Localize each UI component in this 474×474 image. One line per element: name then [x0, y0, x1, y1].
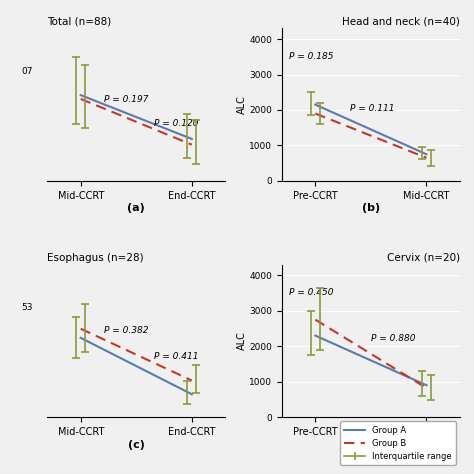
- X-axis label: (b): (b): [362, 203, 380, 213]
- Text: Total (n=88): Total (n=88): [47, 16, 112, 26]
- X-axis label: (a): (a): [128, 203, 145, 213]
- Text: P = 0.120: P = 0.120: [154, 119, 199, 128]
- X-axis label: (c): (c): [128, 439, 145, 450]
- Text: 07: 07: [22, 67, 33, 76]
- Text: P = 0.197: P = 0.197: [104, 95, 149, 104]
- Text: P = 0.382: P = 0.382: [104, 326, 149, 335]
- Text: P = 0.880: P = 0.880: [371, 334, 415, 343]
- Y-axis label: ALC: ALC: [237, 95, 246, 114]
- Text: P = 0.185: P = 0.185: [289, 52, 334, 61]
- Legend: Group A, Group B, Interquartile range: Group A, Group B, Interquartile range: [340, 421, 456, 465]
- Text: 53: 53: [22, 303, 33, 312]
- Text: Head and neck (n=40): Head and neck (n=40): [342, 16, 460, 26]
- Text: Esophagus (n=28): Esophagus (n=28): [47, 253, 144, 263]
- Text: P = 0.411: P = 0.411: [154, 352, 199, 361]
- X-axis label: (d): (d): [362, 439, 380, 450]
- Text: P = 0.111: P = 0.111: [349, 104, 394, 113]
- Text: Cervix (n=20): Cervix (n=20): [387, 253, 460, 263]
- Y-axis label: ALC: ALC: [237, 331, 246, 350]
- Text: P = 0.450: P = 0.450: [289, 288, 334, 297]
